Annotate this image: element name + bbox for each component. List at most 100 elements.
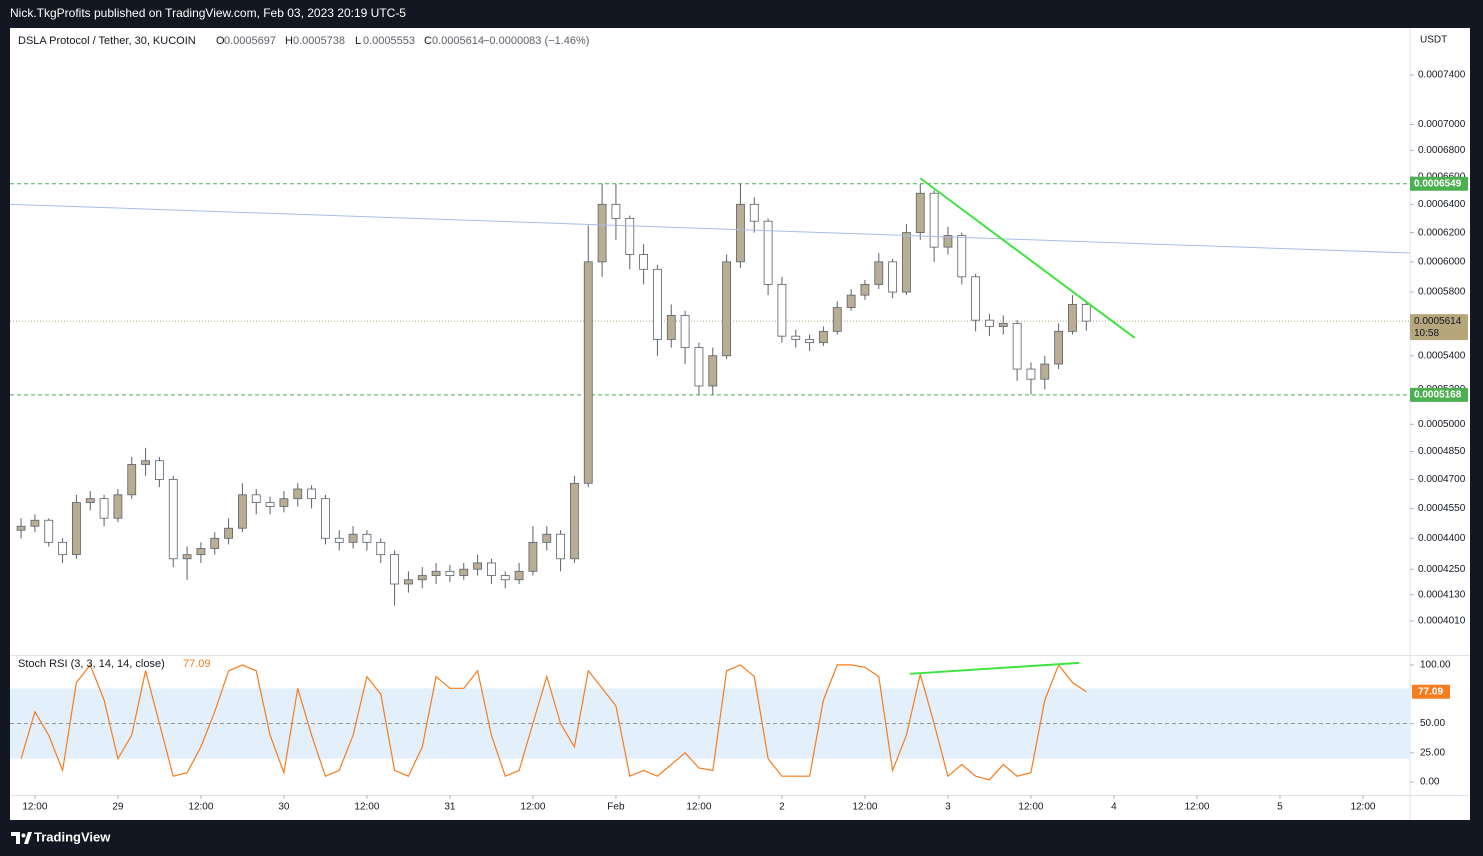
y-tick-label: 0.0006800 (1418, 145, 1466, 156)
candle-body (929, 192, 939, 248)
candle-body (528, 541, 538, 572)
candle-body (943, 235, 953, 248)
y-tick-label: 0.0005400 (1418, 350, 1466, 361)
x-tick-label: 12:00 (188, 802, 213, 813)
stoch-tag-label: 77.09 (1418, 686, 1443, 697)
chart-area (10, 28, 1470, 820)
candle-body (597, 203, 607, 263)
candle-body (417, 575, 427, 581)
candle-body (348, 533, 358, 543)
candle-body (127, 464, 137, 496)
candle-body (445, 570, 455, 576)
candle-body (680, 315, 690, 348)
candle-body (307, 488, 316, 500)
candle-body (85, 498, 95, 503)
candle-body (860, 284, 870, 296)
candle-body (473, 562, 482, 570)
candle-body (168, 479, 178, 560)
candle-body (376, 541, 386, 556)
candle-body (971, 276, 981, 321)
candle-body (570, 482, 579, 560)
candle-body (542, 533, 552, 543)
x-tick-label: 12:00 (686, 802, 711, 813)
stoch-value: 77.09 (183, 658, 211, 670)
x-tick-label: 12:00 (1184, 802, 1209, 813)
candle-body (362, 533, 372, 543)
x-tick-label: 12:00 (1018, 802, 1043, 813)
candle-body (1068, 304, 1077, 332)
candle-body (113, 494, 123, 519)
x-tick-label: 12:00 (852, 802, 877, 813)
candle-body (902, 232, 911, 293)
candle-body (459, 568, 469, 576)
ohlc-key: H (285, 35, 293, 47)
candle-body (1081, 304, 1091, 322)
stoch-line (20, 663, 1087, 781)
candle-body (611, 203, 621, 219)
candle-body (749, 203, 759, 222)
ohlc-value: 0.0005738 (293, 35, 345, 47)
stoch-y-tick-label: 0.00 (1420, 777, 1440, 788)
candle-body (30, 519, 40, 527)
axis-unit: USDT (1420, 35, 1447, 46)
ohlc-value: 0.0005614 (432, 35, 484, 47)
ohlc-key: C (424, 35, 432, 47)
candle-body (58, 541, 67, 556)
candle-body (44, 519, 54, 543)
candle-body (777, 284, 787, 337)
candle-body (888, 261, 898, 293)
y-tick-label: 0.0005000 (1418, 419, 1466, 430)
candle-body (293, 488, 303, 500)
candle-body (957, 235, 967, 278)
candle-body (404, 579, 413, 585)
candle-body (874, 261, 884, 285)
footer-brand: TradingView (34, 829, 111, 844)
candle-body (708, 355, 718, 387)
tradingview-logo (11, 832, 32, 844)
x-tick-label: 12:00 (354, 802, 379, 813)
price-tag (1410, 176, 1468, 191)
candle-body (736, 203, 745, 263)
y-tick-label: 0.0005800 (1418, 287, 1466, 298)
price-tag-label: 0.0006549 (1414, 178, 1462, 189)
y-tick-label: 0.0004250 (1418, 564, 1466, 575)
candle-body (514, 570, 524, 581)
candle-body (1026, 368, 1036, 380)
last-price-tag (1410, 314, 1468, 341)
ohlc-key: L (355, 35, 361, 47)
x-tick-label: 31 (444, 802, 456, 813)
candle-body (196, 548, 206, 556)
change: −0.0000083 (−1.46%) (483, 35, 589, 47)
stoch-trendline (909, 661, 1080, 675)
y-tick-label: 0.0004850 (1418, 446, 1466, 457)
candle-body (487, 562, 496, 576)
stoch-y-tick-label: 50.00 (1420, 718, 1445, 729)
candle-body (155, 460, 164, 480)
x-tick-label: 5 (1277, 802, 1283, 813)
x-tick-label: 29 (112, 802, 124, 813)
candle-body (390, 554, 399, 585)
x-tick-label: 12:00 (1350, 802, 1375, 813)
candle-body (265, 502, 275, 507)
candle-body (653, 268, 662, 340)
candle-body (72, 502, 81, 556)
price-tag-label: 0.0005168 (1414, 390, 1462, 401)
candle-body (832, 307, 842, 332)
x-tick-label: 4 (1111, 802, 1117, 813)
candle-body (791, 335, 801, 340)
candle-body (1054, 330, 1064, 365)
candle-body (141, 460, 150, 465)
candle-body (639, 254, 648, 270)
x-tick-label: 30 (278, 802, 290, 813)
y-tick-label: 0.0004400 (1418, 533, 1466, 544)
candle-body (321, 498, 330, 539)
candle-body (279, 498, 289, 507)
y-tick-label: 0.0006000 (1418, 256, 1466, 267)
candle-body (182, 554, 192, 560)
candle-body (625, 217, 635, 255)
y-tick-label: 0.0004550 (1418, 503, 1466, 514)
candle-body (722, 261, 732, 357)
candle-body (915, 192, 925, 234)
candle-body (805, 339, 815, 344)
